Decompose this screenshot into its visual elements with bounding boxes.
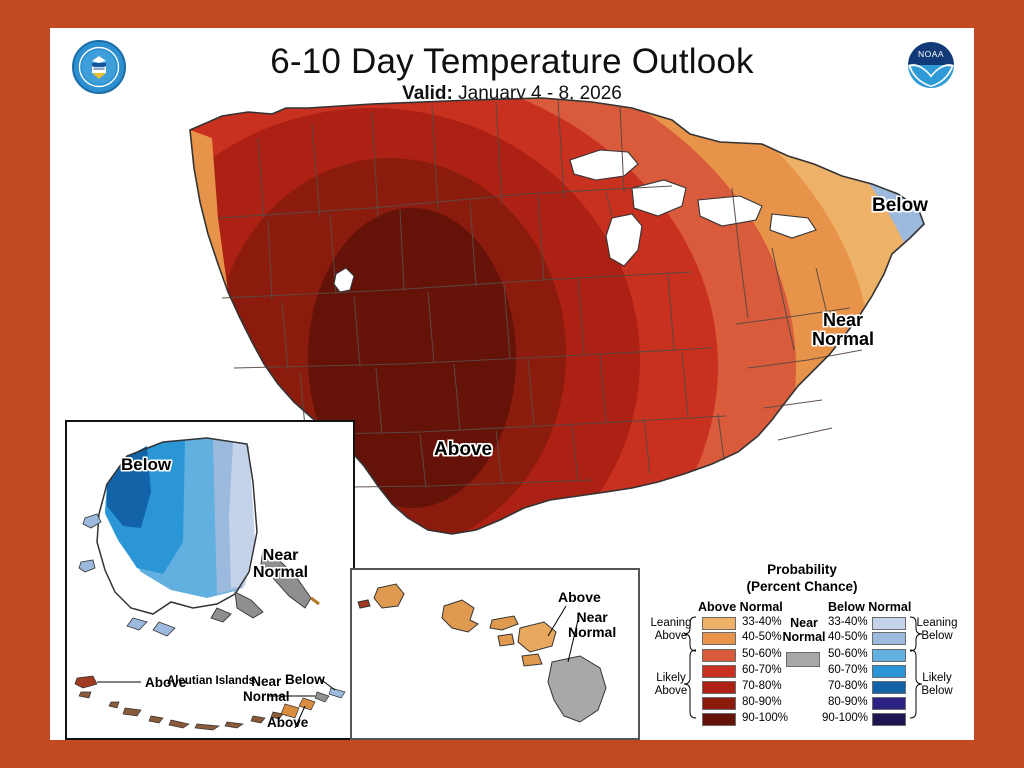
aleutian-label-above-right: Above bbox=[267, 715, 309, 730]
conus-label-near-normal: Near Normal bbox=[812, 310, 875, 349]
legend-swatch-above-33-40 bbox=[702, 617, 736, 630]
conus-label-above: Above bbox=[434, 439, 493, 460]
aleutian-below-shapes bbox=[328, 687, 346, 699]
aleutian-islands-shapes bbox=[74, 675, 284, 731]
department-of-commerce-seal bbox=[68, 36, 130, 98]
legend-swatch-below-80-90 bbox=[872, 697, 906, 710]
hawaii-inset: Above Near Normal bbox=[350, 568, 640, 740]
alaska-islands bbox=[78, 513, 176, 637]
legend-leaning-below-label: Leaning Below bbox=[916, 617, 958, 642]
alaska-above-sliver bbox=[310, 596, 320, 606]
legend-swatch-above-70-80 bbox=[702, 681, 736, 694]
hawaii-islands bbox=[357, 583, 607, 723]
legend-likely-above-label: Likely Above bbox=[654, 672, 688, 697]
legend-below-heading: Below Normal bbox=[828, 600, 912, 614]
legend-swatch-below-60-70 bbox=[872, 665, 906, 678]
alaska-panhandle bbox=[210, 549, 312, 623]
alaska-label-near-normal: Near Normal bbox=[253, 547, 309, 581]
noaa-logo: NOAA bbox=[902, 36, 960, 94]
alaska-shading bbox=[105, 438, 255, 598]
legend-likely-below-label: Likely Below bbox=[921, 672, 953, 697]
legend-pct-above-70-80: 70-80% bbox=[742, 680, 782, 692]
aleutian-above-shapes bbox=[280, 697, 316, 719]
conus-label-below: Below bbox=[872, 195, 928, 216]
legend-brackets bbox=[683, 616, 923, 719]
legend: Probability (Percent Chance) Above Norma… bbox=[646, 562, 958, 740]
conus-outline bbox=[189, 97, 925, 535]
legend-pct-above-33-40: 33-40% bbox=[742, 616, 782, 628]
legend-near-normal-label: Near Normal bbox=[782, 616, 826, 644]
legend-above-heading: Above Normal bbox=[698, 600, 783, 614]
hawaii-label-near-normal: Near Normal bbox=[568, 609, 617, 641]
valid-label: Valid: bbox=[402, 83, 453, 104]
aleutian-label-above-left: Above bbox=[145, 675, 187, 690]
page-title: 6-10 Day Temperature Outlook bbox=[270, 42, 754, 81]
legend-pct-below-40-50: 40-50% bbox=[828, 631, 868, 643]
legend-pct-below-50-60: 50-60% bbox=[828, 648, 868, 660]
legend-swatch-above-80-90 bbox=[702, 697, 736, 710]
aleutian-label-near-normal: Near Normal bbox=[243, 674, 290, 704]
legend-pct-below-60-70: 60-70% bbox=[828, 664, 868, 676]
legend-pct-below-80-90: 80-90% bbox=[828, 696, 868, 708]
legend-swatch-below-50-60 bbox=[872, 649, 906, 662]
legend-swatch-above-90-100 bbox=[702, 713, 736, 726]
state-boundaries bbox=[217, 99, 863, 489]
legend-pct-above-50-60: 50-60% bbox=[742, 648, 782, 660]
aleutian-label-below: Below bbox=[285, 672, 325, 687]
aleutian-inset: Above Aleutian Islands Near Normal Below… bbox=[65, 668, 355, 740]
legend-swatch-near-normal bbox=[786, 652, 820, 667]
alaska-label-below: Below bbox=[121, 455, 172, 474]
alaska-inset: Below Near Normal bbox=[65, 420, 355, 670]
noaa-logo-text: NOAA bbox=[918, 49, 944, 59]
legend-swatch-above-40-50 bbox=[702, 632, 736, 645]
great-salt-lake bbox=[333, 267, 355, 293]
hawaii-leader-lines bbox=[547, 605, 579, 663]
legend-swatch-below-40-50 bbox=[872, 632, 906, 645]
legend-title-line2: (Percent Chance) bbox=[746, 579, 858, 594]
alaska-outline bbox=[96, 437, 258, 615]
aleutian-near-normal-shapes bbox=[314, 691, 330, 703]
hawaii-label-above: Above bbox=[558, 589, 601, 605]
legend-leaning-above-label: Leaning Above bbox=[650, 617, 692, 642]
legend-pct-above-80-90: 80-90% bbox=[742, 696, 782, 708]
legend-swatch-below-90-100 bbox=[872, 713, 906, 726]
legend-swatch-below-70-80 bbox=[872, 681, 906, 694]
legend-pct-above-40-50: 40-50% bbox=[742, 631, 782, 643]
legend-title-line1: Probability bbox=[767, 562, 837, 577]
poster-panel: NOAA 6-10 Day Temperature Outlook Valid:… bbox=[50, 28, 974, 740]
great-lakes bbox=[333, 149, 817, 293]
legend-pct-below-70-80: 70-80% bbox=[828, 680, 868, 692]
legend-swatch-above-60-70 bbox=[702, 665, 736, 678]
legend-pct-below-33-40: 33-40% bbox=[828, 616, 868, 628]
aleutian-leader-lines bbox=[97, 677, 336, 729]
legend-swatch-below-33-40 bbox=[872, 617, 906, 630]
legend-pct-above-60-70: 60-70% bbox=[742, 664, 782, 676]
aleutian-title: Aleutian Islands bbox=[167, 675, 256, 687]
legend-pct-below-90-100: 90-100% bbox=[822, 712, 869, 724]
legend-pct-above-90-100: 90-100% bbox=[742, 712, 789, 724]
legend-swatch-above-50-60 bbox=[702, 649, 736, 662]
